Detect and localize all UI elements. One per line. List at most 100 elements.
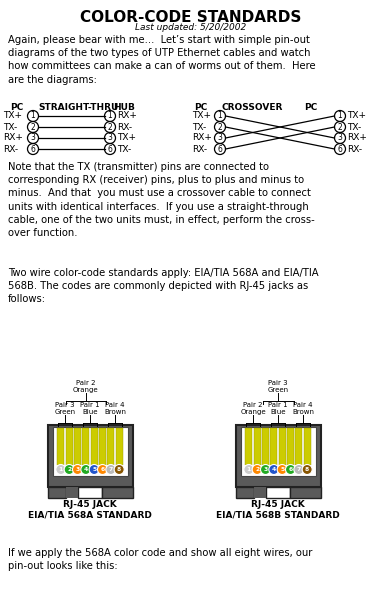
Text: Blue: Blue: [270, 409, 286, 415]
Text: 2: 2: [67, 467, 71, 472]
Text: 1: 1: [31, 111, 36, 121]
Text: 1: 1: [108, 111, 112, 121]
Text: 1: 1: [218, 111, 222, 121]
Bar: [57, 428, 64, 465]
Text: Orange: Orange: [240, 409, 266, 415]
Text: 8: 8: [305, 467, 309, 472]
Text: TX-: TX-: [3, 123, 17, 131]
FancyBboxPatch shape: [241, 427, 316, 476]
Text: RJ-45 JACK
EIA/TIA 568B STANDARD: RJ-45 JACK EIA/TIA 568B STANDARD: [216, 500, 340, 519]
FancyBboxPatch shape: [235, 425, 320, 487]
Circle shape: [64, 465, 74, 475]
Text: TX+: TX+: [117, 134, 136, 143]
Text: 3: 3: [218, 134, 222, 143]
FancyBboxPatch shape: [266, 487, 290, 498]
Text: CROSSOVER: CROSSOVER: [222, 103, 283, 112]
Text: 6: 6: [100, 467, 105, 472]
Circle shape: [81, 465, 91, 475]
Text: Pair 4: Pair 4: [105, 402, 125, 408]
Text: 3: 3: [31, 134, 36, 143]
Circle shape: [97, 465, 107, 475]
Text: 7: 7: [109, 467, 113, 472]
Bar: [287, 428, 294, 465]
Text: 7: 7: [297, 467, 301, 472]
FancyBboxPatch shape: [102, 487, 133, 498]
Text: Pair 3: Pair 3: [268, 380, 288, 386]
Text: 2: 2: [255, 467, 259, 472]
Text: 6: 6: [218, 144, 222, 154]
Text: 8: 8: [117, 467, 121, 472]
FancyBboxPatch shape: [65, 487, 78, 498]
Bar: [245, 428, 253, 465]
Text: PC: PC: [304, 103, 317, 112]
Text: Green: Green: [55, 409, 76, 415]
Circle shape: [73, 465, 83, 475]
Text: 2: 2: [108, 123, 112, 131]
Text: RX-: RX-: [192, 144, 207, 154]
Bar: [304, 428, 311, 465]
Text: RX-: RX-: [3, 144, 18, 154]
Text: RX+: RX+: [117, 111, 137, 121]
Bar: [66, 428, 73, 465]
FancyBboxPatch shape: [52, 427, 128, 476]
Circle shape: [244, 465, 254, 475]
Text: 6: 6: [108, 144, 112, 154]
Text: Orange: Orange: [73, 387, 99, 393]
Text: TX-: TX-: [347, 123, 361, 131]
Bar: [116, 428, 123, 465]
Text: 6: 6: [288, 467, 293, 472]
Circle shape: [56, 465, 66, 475]
Text: RX-: RX-: [117, 123, 132, 131]
Circle shape: [252, 465, 262, 475]
Text: TX-: TX-: [192, 123, 206, 131]
Text: 2: 2: [338, 123, 342, 131]
Text: PC: PC: [10, 103, 23, 112]
FancyBboxPatch shape: [290, 487, 320, 498]
Bar: [262, 428, 269, 465]
Text: Last updated: 5/20/2002: Last updated: 5/20/2002: [135, 23, 247, 32]
Text: 4: 4: [84, 467, 88, 472]
Text: TX+: TX+: [3, 111, 22, 121]
Text: HUB: HUB: [113, 103, 135, 112]
Text: Two wire color-code standards apply: EIA/TIA 568A and EIA/TIA
568B. The codes ar: Two wire color-code standards apply: EIA…: [8, 268, 319, 305]
Text: Again, please bear with me...  Let’s start with simple pin-out
diagrams of the t: Again, please bear with me... Let’s star…: [8, 35, 316, 85]
Text: Pair 1: Pair 1: [80, 402, 100, 408]
Text: RX+: RX+: [3, 134, 23, 143]
Text: 5: 5: [92, 467, 96, 472]
Bar: [74, 428, 81, 465]
Bar: [278, 428, 286, 465]
FancyBboxPatch shape: [254, 487, 266, 498]
Text: 6: 6: [31, 144, 36, 154]
Text: 1: 1: [59, 467, 63, 472]
Circle shape: [269, 465, 279, 475]
Text: Blue: Blue: [82, 409, 98, 415]
Text: Pair 1: Pair 1: [268, 402, 288, 408]
Bar: [83, 428, 89, 465]
Bar: [99, 428, 106, 465]
Bar: [91, 428, 98, 465]
Text: TX+: TX+: [347, 111, 366, 121]
Text: 6: 6: [338, 144, 342, 154]
Circle shape: [277, 465, 287, 475]
Text: 1: 1: [338, 111, 342, 121]
Circle shape: [294, 465, 304, 475]
Circle shape: [106, 465, 116, 475]
Bar: [270, 428, 277, 465]
Circle shape: [302, 465, 312, 475]
Text: 2: 2: [31, 123, 36, 131]
Text: RX-: RX-: [347, 144, 362, 154]
Circle shape: [261, 465, 270, 475]
Text: 3: 3: [338, 134, 342, 143]
Text: 3: 3: [75, 467, 79, 472]
Text: PC: PC: [194, 103, 207, 112]
FancyBboxPatch shape: [47, 487, 65, 498]
Text: Pair 3: Pair 3: [55, 402, 75, 408]
Text: 1: 1: [247, 467, 251, 472]
Bar: [254, 428, 261, 465]
Bar: [295, 428, 302, 465]
Text: 3: 3: [263, 467, 268, 472]
Text: 2: 2: [218, 123, 222, 131]
Text: 4: 4: [272, 467, 276, 472]
Text: Pair 4: Pair 4: [293, 402, 313, 408]
Text: Note that the TX (transmitter) pins are connected to
corresponding RX (receiver): Note that the TX (transmitter) pins are …: [8, 162, 315, 238]
